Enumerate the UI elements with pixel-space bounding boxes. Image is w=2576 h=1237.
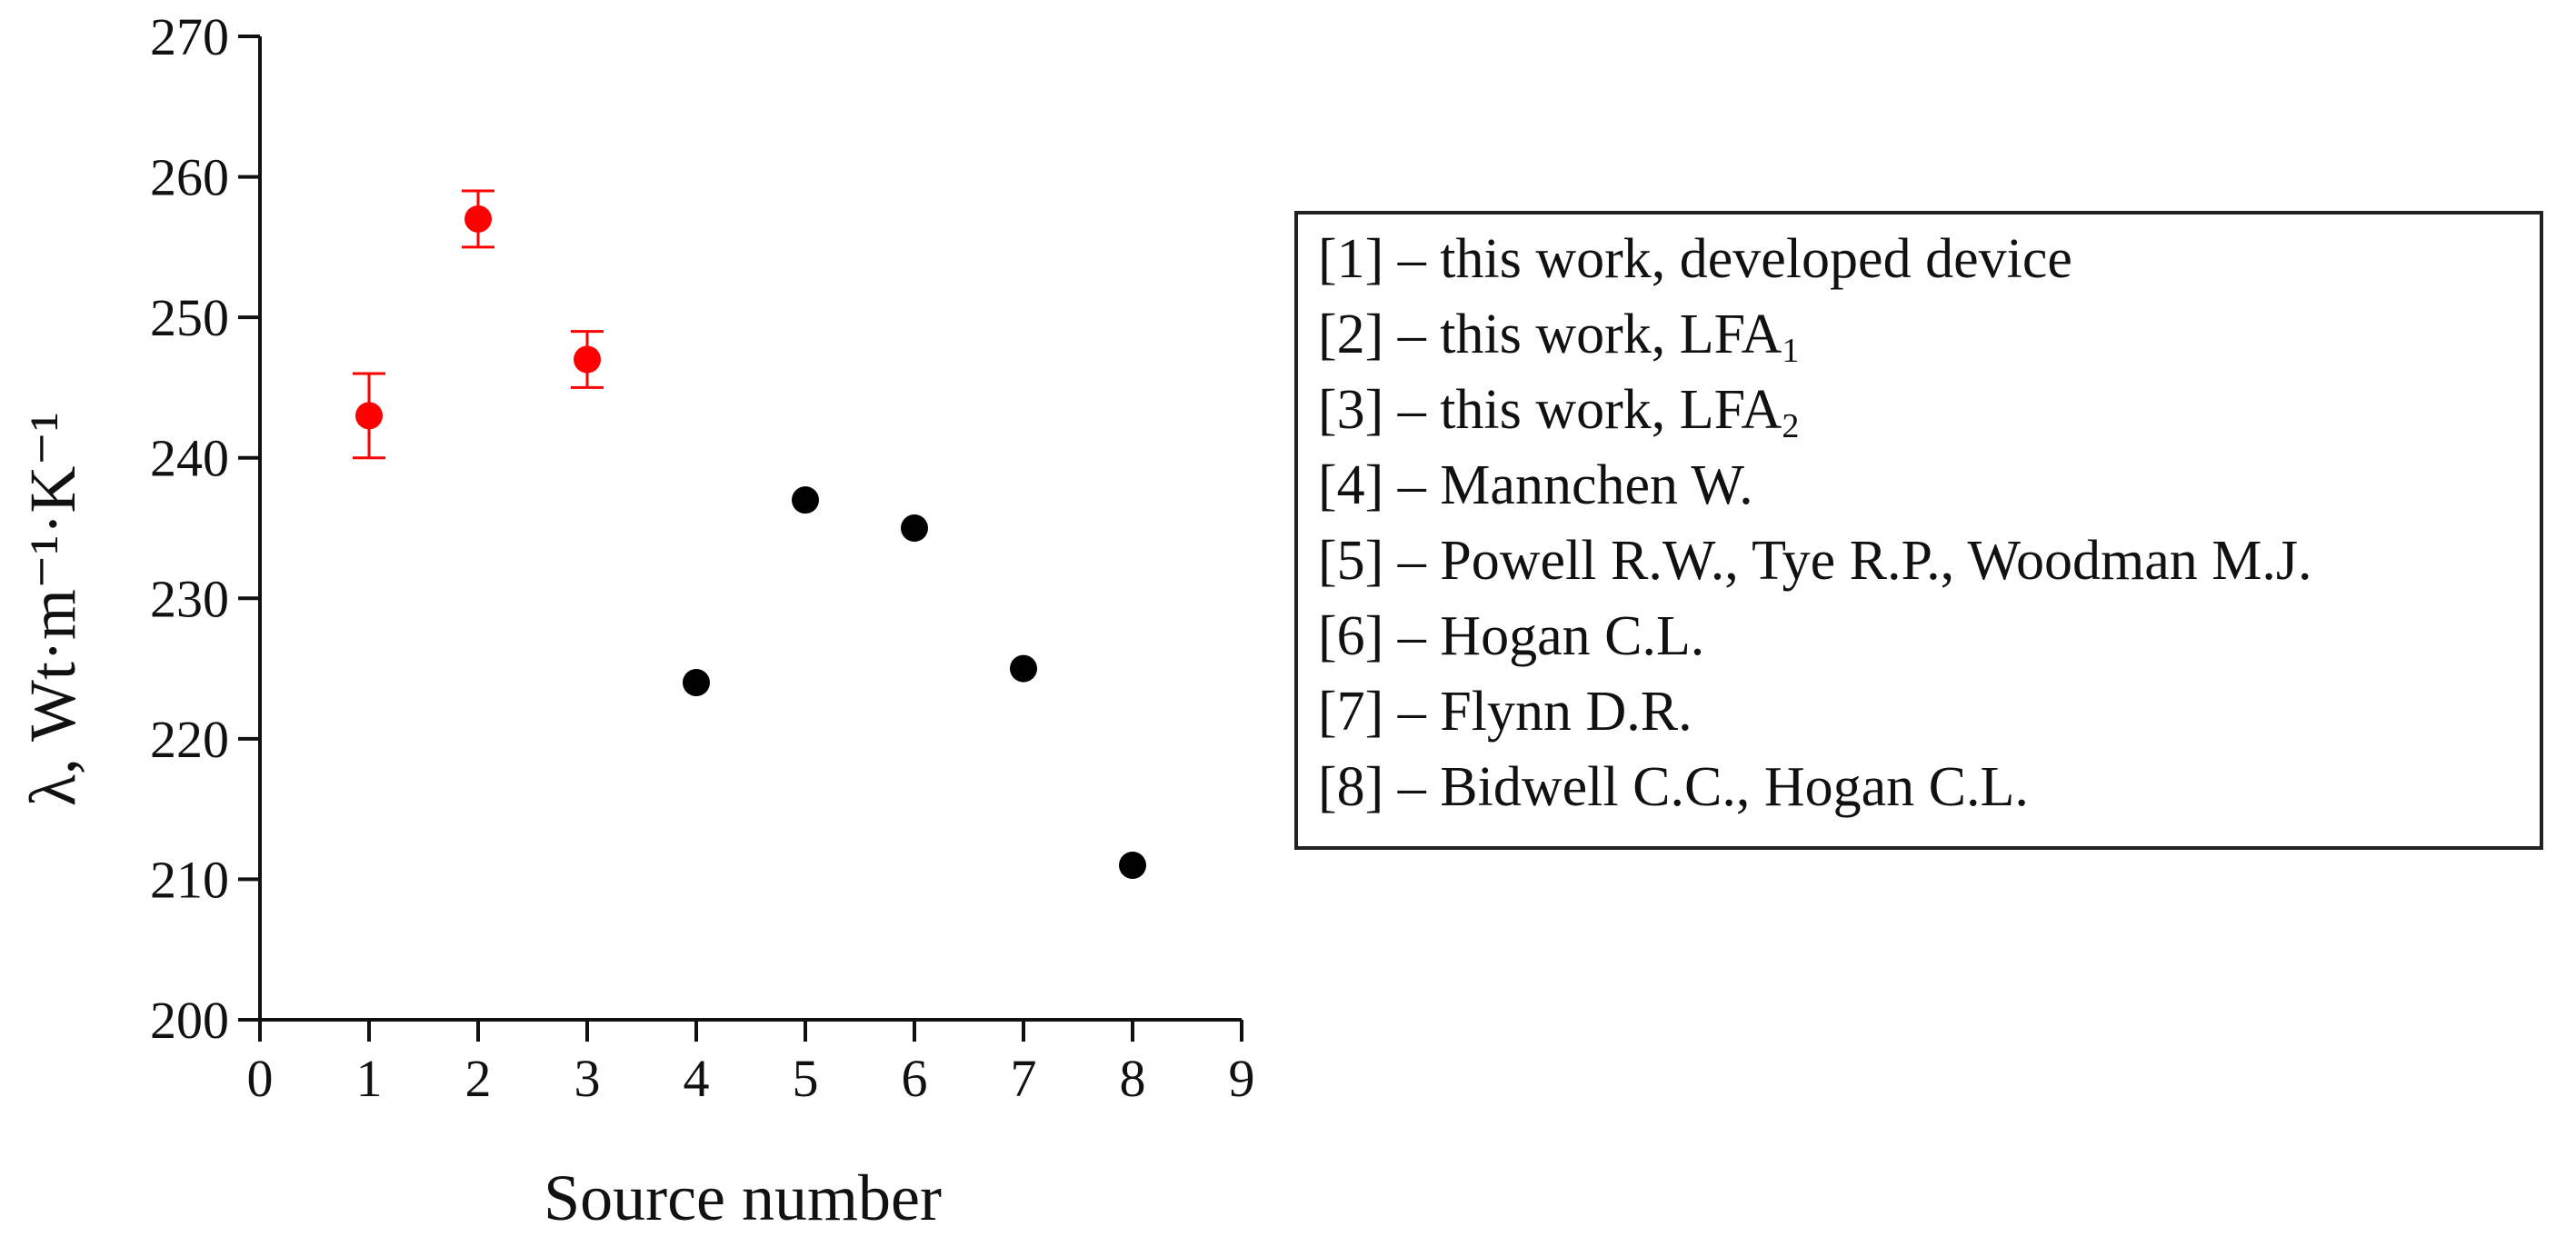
x-tick-label: 0 [247, 1049, 274, 1108]
legend-entry: [1] – this work, developed device [1318, 222, 2540, 297]
legend: [1] – this work, developed device [2] – t… [1294, 211, 2543, 850]
ticks: 0 1 2 3 4 5 6 7 8 9 200 210 220 230 240 250 260 270 [150, 7, 1255, 1108]
legend-entry: [4] – Mannchen W. [1318, 448, 2540, 524]
data-point [792, 486, 819, 514]
x-tick-label: 1 [356, 1049, 383, 1108]
legend-entry-subscript: 2 [1782, 407, 1800, 445]
x-tick-label: 8 [1120, 1049, 1146, 1108]
y-tick-label: 220 [150, 710, 229, 769]
x-tick-label: 5 [793, 1049, 819, 1108]
legend-entry-text: [7] – Flynn D.R. [1318, 681, 1692, 743]
y-tick-label: 270 [150, 7, 229, 66]
axes [258, 36, 1242, 1022]
data-point [1010, 654, 1037, 683]
legend-entry: [6] – Hogan C.L. [1318, 599, 2540, 674]
legend-entry-subscript: 1 [1782, 332, 1800, 370]
data-point [574, 345, 601, 374]
legend-entry-text: [5] – Powell R.W., Tye R.P., Woodman M.J… [1318, 530, 2312, 592]
y-tick-label: 250 [150, 288, 229, 347]
x-tick-label: 4 [684, 1049, 710, 1108]
x-tick-label: 2 [465, 1049, 492, 1108]
legend-entry: [3] – this work, LFA2 [1318, 373, 2540, 448]
x-tick-label: 3 [574, 1049, 601, 1108]
legend-entry: [7] – Flynn D.R. [1318, 674, 2540, 750]
y-axis-title: λ, Wt·m⁻¹·K⁻¹ [16, 412, 89, 806]
y-tick-label: 230 [150, 569, 229, 628]
legend-entry-text: [8] – Bidwell C.C., Hogan C.L. [1318, 756, 2029, 818]
data-point [1119, 851, 1146, 879]
x-tick-label: 7 [1011, 1049, 1037, 1108]
y-tick-label: 260 [150, 148, 229, 207]
legend-entry-text: [6] – Hogan C.L. [1318, 605, 1705, 667]
y-tick-label: 210 [150, 850, 229, 909]
legend-entry-text: [2] – this work, LFA [1318, 304, 1782, 365]
x-axis-title: Source number [544, 1162, 942, 1234]
data-marks [353, 189, 1146, 879]
data-point [355, 402, 383, 430]
data-point [464, 205, 492, 233]
legend-entry-text: [4] – Mannchen W. [1318, 454, 1753, 516]
y-tick-label: 200 [150, 991, 229, 1050]
x-tick-label: 9 [1229, 1049, 1255, 1108]
y-tick-label: 240 [150, 429, 229, 488]
legend-entry-text: [3] – this work, LFA [1318, 379, 1782, 441]
legend-entry: [8] – Bidwell C.C., Hogan C.L. [1318, 750, 2540, 825]
data-point [683, 669, 710, 697]
data-point [901, 514, 928, 542]
legend-entry: [5] – Powell R.W., Tye R.P., Woodman M.J… [1318, 524, 2540, 599]
legend-entry-text: [1] – this work, developed device [1318, 228, 2072, 290]
x-tick-label: 6 [902, 1049, 928, 1108]
legend-entry: [2] – this work, LFA1 [1318, 297, 2540, 373]
